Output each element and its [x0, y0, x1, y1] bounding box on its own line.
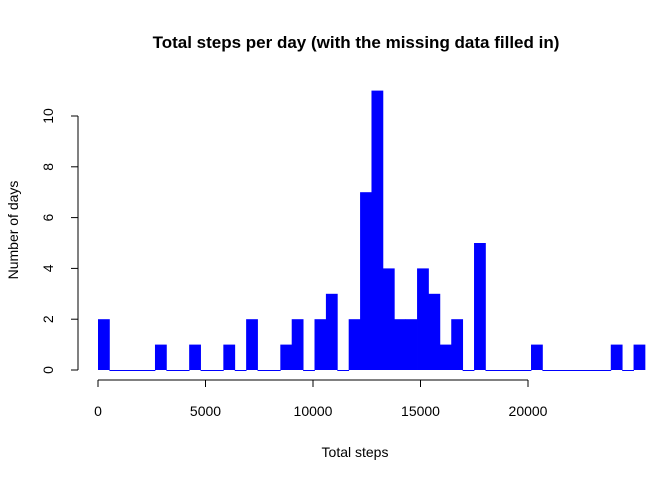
- histogram-bar: [462, 370, 475, 371]
- y-tick-label: 2: [40, 315, 56, 323]
- y-axis: 0 2 4 6 8 10: [40, 108, 79, 374]
- x-tick-label: 20000: [509, 403, 548, 419]
- histogram-bar: [439, 344, 452, 370]
- histogram-bar: [599, 370, 612, 371]
- histogram-bar: [177, 370, 190, 371]
- histogram-bar: [428, 293, 441, 370]
- x-axis-label: Total steps: [322, 444, 389, 460]
- histogram-bar: [394, 319, 407, 370]
- histogram-bar: [143, 370, 156, 371]
- histogram-bar: [109, 370, 122, 371]
- histogram-bar: [587, 370, 600, 371]
- histogram-bar: [633, 344, 646, 370]
- histogram-bar: [268, 370, 281, 371]
- histogram-bar: [223, 344, 236, 370]
- histogram-bar: [360, 192, 372, 370]
- histogram-bar: [553, 370, 566, 371]
- histogram-bar: [166, 370, 179, 371]
- histogram-bar: [337, 370, 350, 371]
- histogram-bar: [325, 293, 338, 370]
- histogram-bar: [622, 370, 634, 371]
- histogram-bar: [120, 370, 133, 371]
- histogram-bar: [382, 268, 395, 370]
- histogram-bar: [314, 319, 327, 370]
- histogram-bar: [189, 344, 201, 370]
- histogram-bar: [474, 243, 486, 370]
- histogram-bar: [496, 370, 509, 371]
- histogram-bar: [519, 370, 532, 371]
- histogram-bar: [576, 370, 589, 371]
- histogram-bar: [234, 370, 247, 371]
- histogram-bar: [211, 370, 224, 371]
- histogram-bar: [257, 370, 270, 371]
- y-tick-label: 8: [40, 163, 56, 171]
- x-tick-label: 0: [94, 403, 102, 419]
- histogram-bar: [451, 319, 464, 370]
- histogram-bar: [246, 319, 258, 370]
- histogram-bar: [132, 370, 144, 371]
- histogram-bar: [291, 319, 304, 370]
- histogram-bar: [371, 90, 384, 370]
- chart-title: Total steps per day (with the missing da…: [153, 33, 560, 52]
- x-axis: 0 5000 10000 15000 20000: [94, 379, 548, 419]
- histogram-bar: [154, 344, 167, 370]
- y-tick-label: 10: [40, 108, 56, 124]
- y-axis-label: Number of days: [5, 181, 21, 280]
- histogram-bar: [348, 319, 361, 370]
- histogram-bar: [610, 344, 623, 370]
- x-tick-label: 5000: [190, 403, 221, 419]
- x-tick-label: 15000: [401, 403, 440, 419]
- histogram-bar: [485, 370, 498, 371]
- histogram-bar: [417, 268, 429, 370]
- histogram-bar: [405, 319, 418, 370]
- histogram-bar: [542, 370, 555, 371]
- histogram-bar: [303, 370, 315, 371]
- x-tick-label: 10000: [294, 403, 333, 419]
- bars-group: [98, 90, 646, 371]
- histogram-bar: [98, 319, 110, 370]
- histogram-bar: [280, 344, 293, 370]
- histogram-bar: [531, 344, 543, 370]
- histogram-bar: [200, 370, 213, 371]
- histogram-bar: [565, 370, 577, 371]
- histogram-bar: [508, 370, 521, 371]
- y-tick-label: 4: [40, 264, 56, 272]
- y-tick-label: 6: [40, 213, 56, 221]
- y-tick-label: 0: [40, 366, 56, 374]
